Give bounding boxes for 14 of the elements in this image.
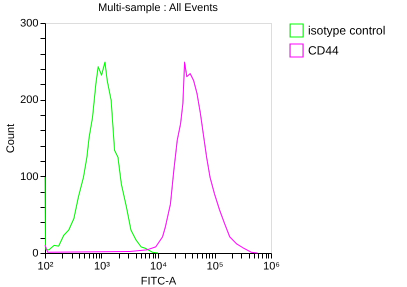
y-tick-label: 0 bbox=[32, 248, 38, 260]
x-tick-label: 10³ bbox=[94, 260, 110, 272]
chart-title: Multi-sample : All Events bbox=[98, 2, 218, 14]
y-tick-label: 300 bbox=[20, 18, 38, 30]
y-axis-title: Count bbox=[5, 124, 18, 154]
x-tick-label: 10⁴ bbox=[150, 260, 168, 272]
y-tick-label: 200 bbox=[20, 94, 38, 106]
y-tick-label: 100 bbox=[20, 170, 38, 183]
legend-label: CD44 bbox=[308, 44, 340, 58]
legend-label: isotype control bbox=[308, 24, 386, 38]
x-tick-label: 10⁶ bbox=[263, 260, 280, 272]
x-tick-label: 10² bbox=[38, 260, 54, 272]
x-tick-label: 10⁵ bbox=[206, 260, 224, 272]
x-axis-title: FITC-A bbox=[140, 276, 177, 287]
